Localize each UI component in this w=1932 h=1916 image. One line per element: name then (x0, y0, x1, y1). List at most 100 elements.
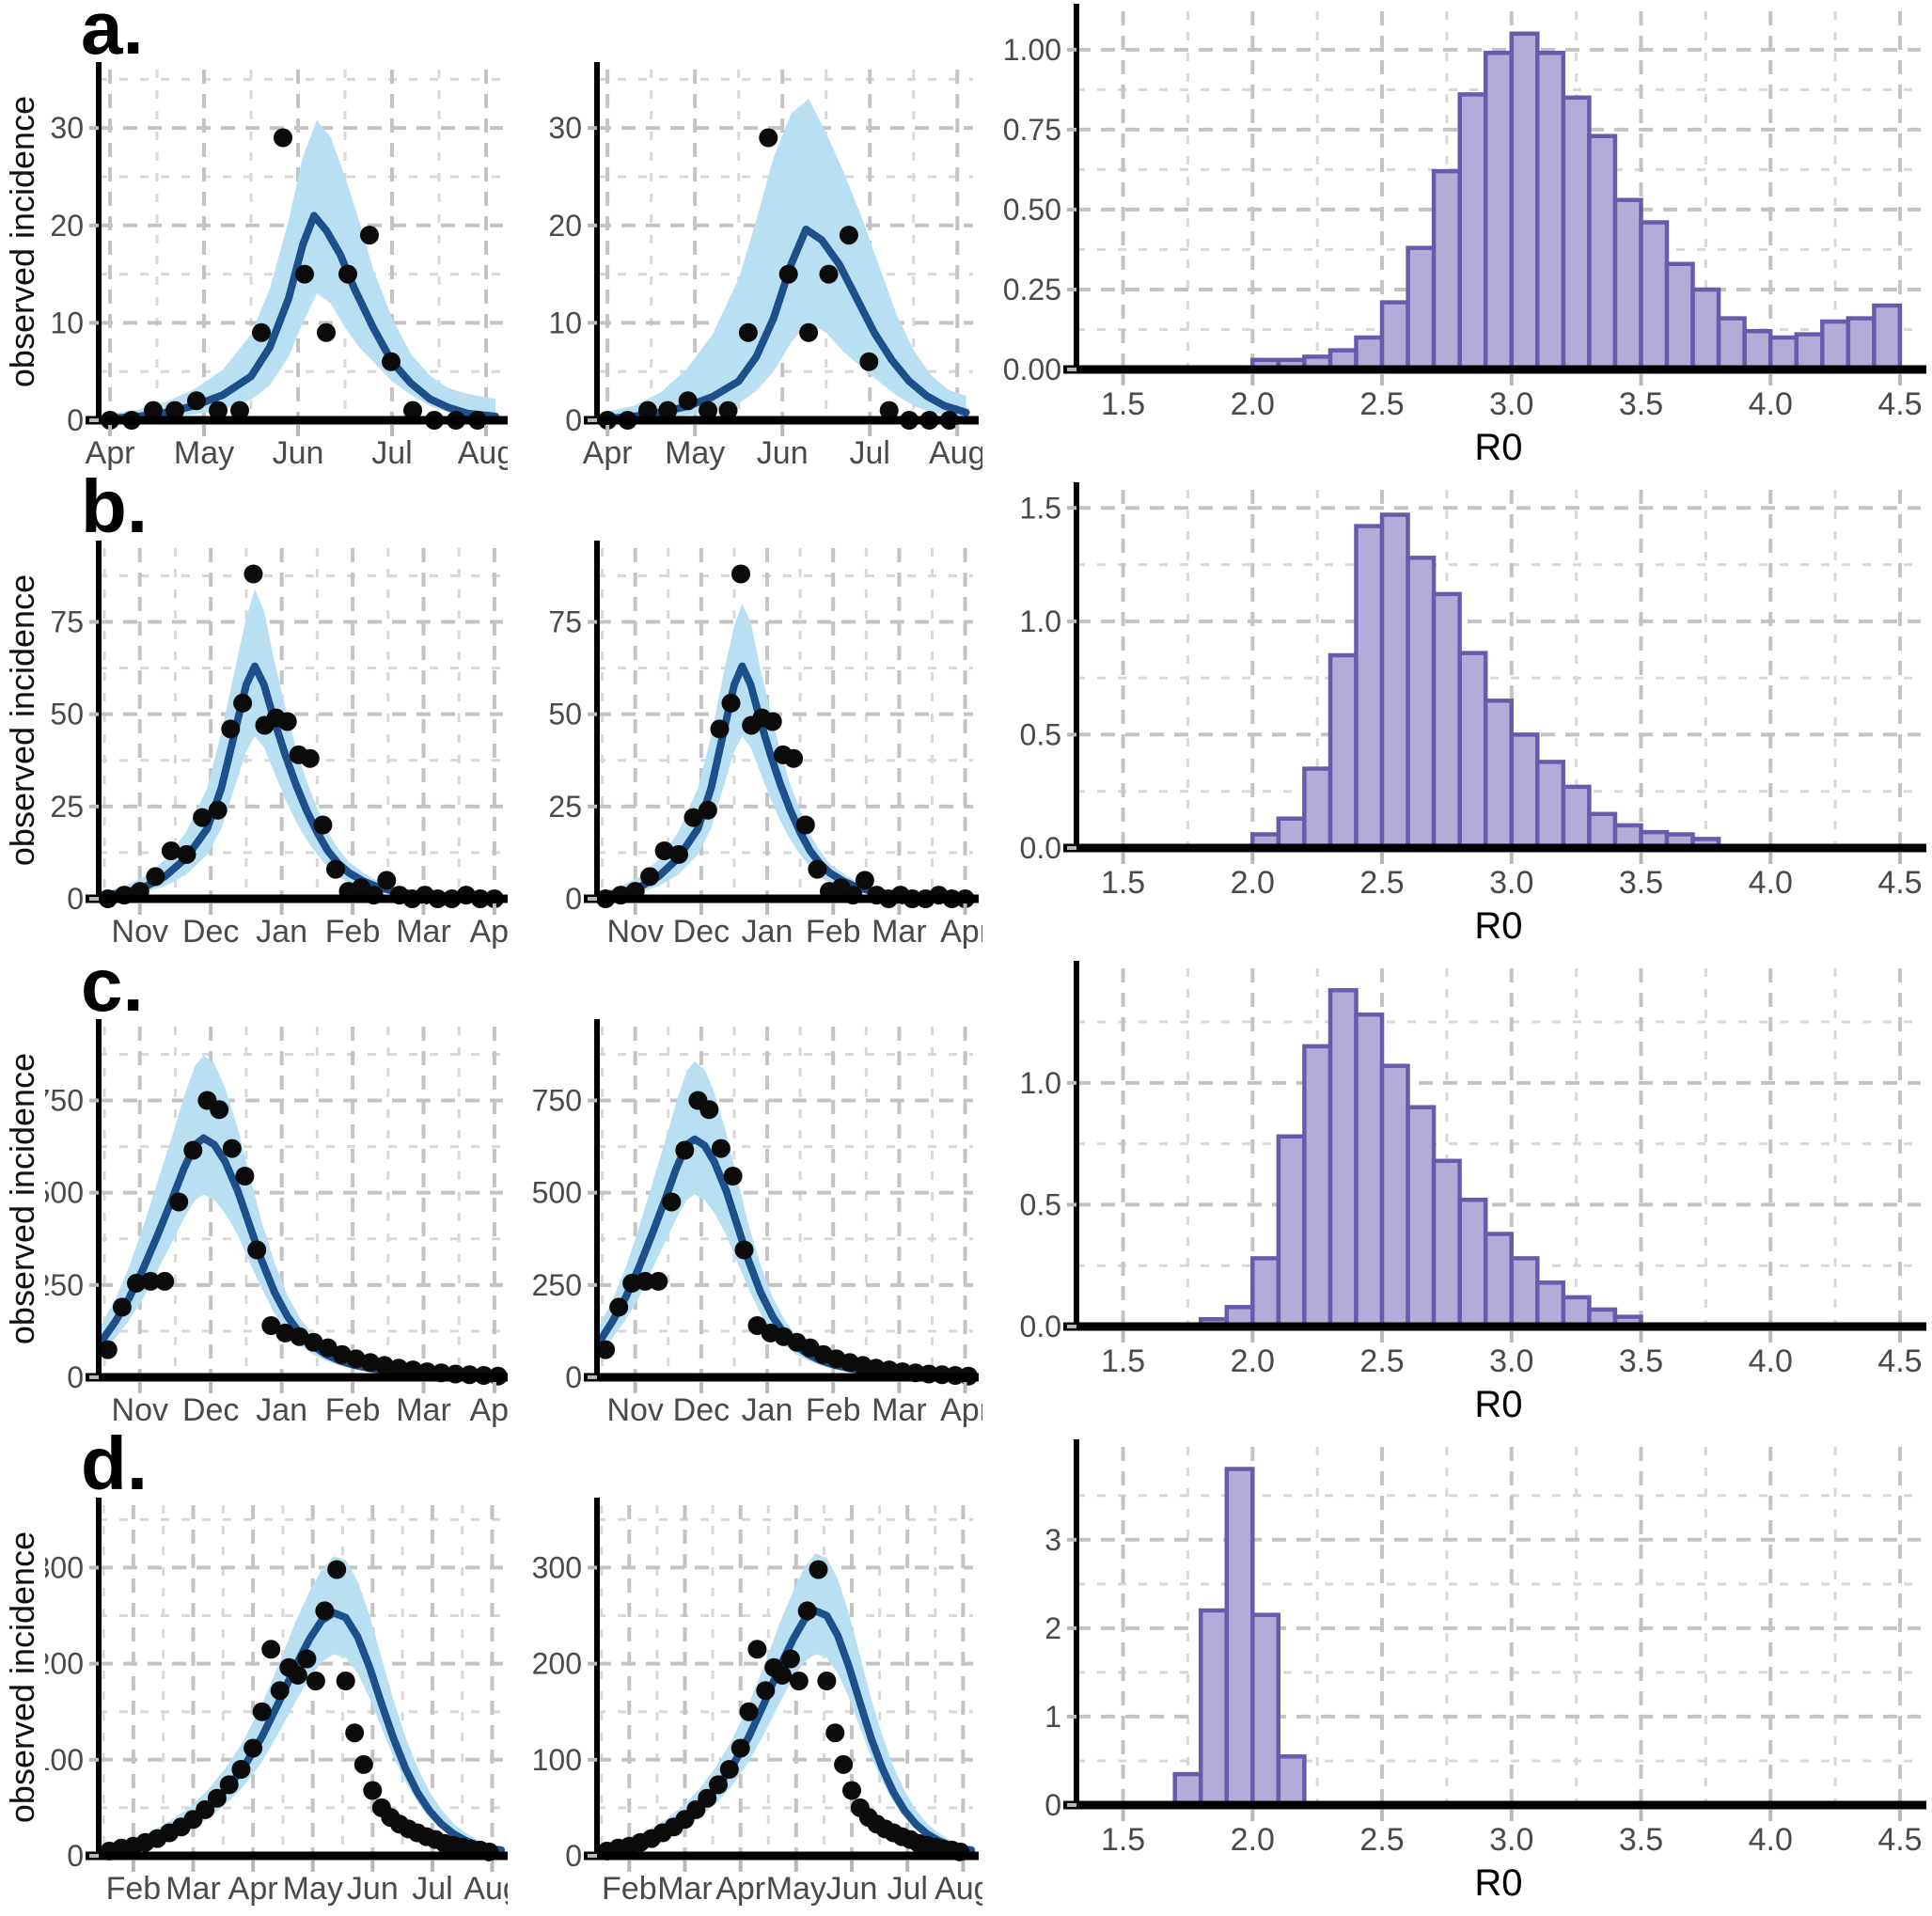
svg-text:Apr: Apr (940, 914, 982, 950)
fit-plot-b-left: Nov Dec Jan Feb Mar Apr 0 25 50 75 (50, 541, 508, 950)
svg-text:Jul: Jul (371, 435, 412, 471)
panel-label-c: c. (81, 943, 144, 1027)
panel-row-c: c. observed incidence NovDecJanFebMarApr… (0, 948, 1932, 1437)
svg-text:500: 500 (45, 1176, 84, 1210)
svg-text:Dec: Dec (673, 914, 730, 950)
svg-text:Aug: Aug (463, 1871, 508, 1907)
svg-text:2.5: 2.5 (1359, 1822, 1404, 1858)
svg-text:3.5: 3.5 (1619, 386, 1663, 422)
svg-text:20: 20 (548, 209, 582, 243)
svg-text:Nov: Nov (112, 1392, 168, 1428)
svg-text:Aug: Aug (458, 435, 508, 471)
svg-text:10: 10 (548, 306, 582, 339)
svg-text:1.5: 1.5 (1020, 491, 1061, 525)
svg-text:R0: R0 (1474, 1384, 1522, 1425)
svg-text:1.00: 1.00 (1003, 33, 1061, 67)
svg-text:Jun: Jun (273, 435, 324, 471)
svg-text:1: 1 (1045, 1700, 1061, 1734)
r0-histogram-a: 1.5 2.0 2.5 3.0 3.5 4.0 4.5 0.00 0.25 0.50 0.75 1.0… (1003, 4, 1926, 468)
svg-text:4.0: 4.0 (1749, 386, 1793, 422)
svg-text:1.0: 1.0 (1020, 1066, 1061, 1100)
svg-text:2: 2 (1045, 1611, 1061, 1645)
svg-text:3.5: 3.5 (1619, 1343, 1663, 1379)
svg-text:4.5: 4.5 (1877, 1343, 1922, 1379)
svg-text:Nov: Nov (112, 914, 168, 950)
svg-text:0.00: 0.00 (1003, 353, 1061, 386)
svg-text:0.25: 0.25 (1003, 273, 1061, 306)
y-axis-label: observed incidence (3, 1531, 42, 1823)
svg-text:Mar: Mar (396, 914, 451, 950)
svg-text:0: 0 (67, 1839, 84, 1873)
svg-text:Nov: Nov (606, 1392, 663, 1428)
svg-text:Feb: Feb (602, 1871, 657, 1907)
svg-text:0.50: 0.50 (1003, 193, 1061, 227)
svg-text:750: 750 (532, 1084, 582, 1118)
svg-text:Jul: Jul (887, 1871, 927, 1907)
panel-label-a: a. (81, 0, 144, 70)
svg-text:250: 250 (45, 1268, 84, 1302)
svg-text:4.0: 4.0 (1749, 1822, 1793, 1858)
svg-text:Apr: Apr (86, 435, 135, 471)
svg-text:300: 300 (532, 1550, 582, 1584)
svg-text:Apr: Apr (228, 1871, 278, 1907)
svg-text:Jan: Jan (742, 914, 793, 950)
svg-text:Apr: Apr (469, 1392, 508, 1428)
svg-text:4.0: 4.0 (1749, 1343, 1793, 1379)
svg-text:Jul: Jul (849, 435, 889, 471)
svg-text:50: 50 (50, 698, 84, 731)
svg-text:1.5: 1.5 (1101, 386, 1145, 422)
y-axis-label: observed incidence (3, 1052, 42, 1344)
svg-text:Mar: Mar (872, 914, 927, 950)
svg-text:Jan: Jan (256, 914, 307, 950)
svg-text:0: 0 (67, 403, 84, 437)
svg-text:Feb: Feb (325, 1392, 381, 1428)
svg-text:10: 10 (50, 306, 84, 339)
y-axis-label: observed incidence (3, 573, 42, 866)
svg-text:0: 0 (565, 882, 582, 916)
svg-text:500: 500 (532, 1176, 582, 1210)
svg-text:May: May (766, 1871, 826, 1907)
svg-text:0: 0 (565, 1839, 582, 1873)
svg-text:0.5: 0.5 (1020, 717, 1061, 751)
svg-text:Jun: Jun (347, 1871, 399, 1907)
panel-row-a: a. observed incidence Apr May Jun Jul Aug 0 10… (0, 0, 1932, 480)
svg-text:0.75: 0.75 (1003, 113, 1061, 147)
fit-plot-b-middle: Nov Dec Jan Feb Mar Apr 0 25 50 75 (548, 541, 982, 950)
svg-text:0: 0 (1045, 1788, 1061, 1822)
svg-text:0.0: 0.0 (1020, 831, 1061, 865)
svg-text:Aug: Aug (935, 1871, 982, 1907)
svg-text:30: 30 (50, 111, 84, 145)
svg-text:Apr: Apr (940, 1392, 982, 1428)
y-axis-label: observed incidence (3, 95, 42, 387)
svg-text:Mar: Mar (165, 1871, 221, 1907)
svg-text:2.0: 2.0 (1231, 1822, 1275, 1858)
svg-text:3.0: 3.0 (1489, 386, 1533, 422)
svg-text:R0: R0 (1474, 1862, 1522, 1904)
svg-text:1.0: 1.0 (1020, 605, 1061, 638)
svg-text:Jun: Jun (757, 435, 809, 471)
svg-text:Feb: Feb (806, 1392, 861, 1428)
svg-text:Mar: Mar (396, 1392, 451, 1428)
svg-text:Apr: Apr (583, 435, 633, 471)
svg-text:3.5: 3.5 (1619, 1822, 1663, 1858)
svg-text:Feb: Feb (106, 1871, 162, 1907)
svg-text:Dec: Dec (182, 914, 239, 950)
svg-text:Feb: Feb (806, 914, 861, 950)
svg-text:Jun: Jun (826, 1871, 878, 1907)
fit-plot-c-left: Nov Dec Jan Feb Mar Apr 0 250 500 750 (45, 1019, 508, 1428)
svg-text:1.5: 1.5 (1101, 1822, 1145, 1858)
svg-text:1.5: 1.5 (1101, 865, 1145, 901)
svg-text:R0: R0 (1474, 427, 1522, 468)
svg-text:R0: R0 (1474, 905, 1522, 947)
svg-text:3.0: 3.0 (1489, 1343, 1533, 1379)
svg-text:250: 250 (532, 1268, 582, 1302)
svg-text:4.5: 4.5 (1877, 1822, 1922, 1858)
svg-text:Apr: Apr (469, 914, 508, 950)
svg-text:1.5: 1.5 (1101, 1343, 1145, 1379)
svg-text:2.0: 2.0 (1231, 1343, 1275, 1379)
svg-text:0: 0 (565, 1360, 582, 1394)
svg-text:750: 750 (45, 1084, 84, 1118)
svg-text:3.0: 3.0 (1489, 865, 1533, 901)
svg-text:300: 300 (45, 1550, 84, 1584)
